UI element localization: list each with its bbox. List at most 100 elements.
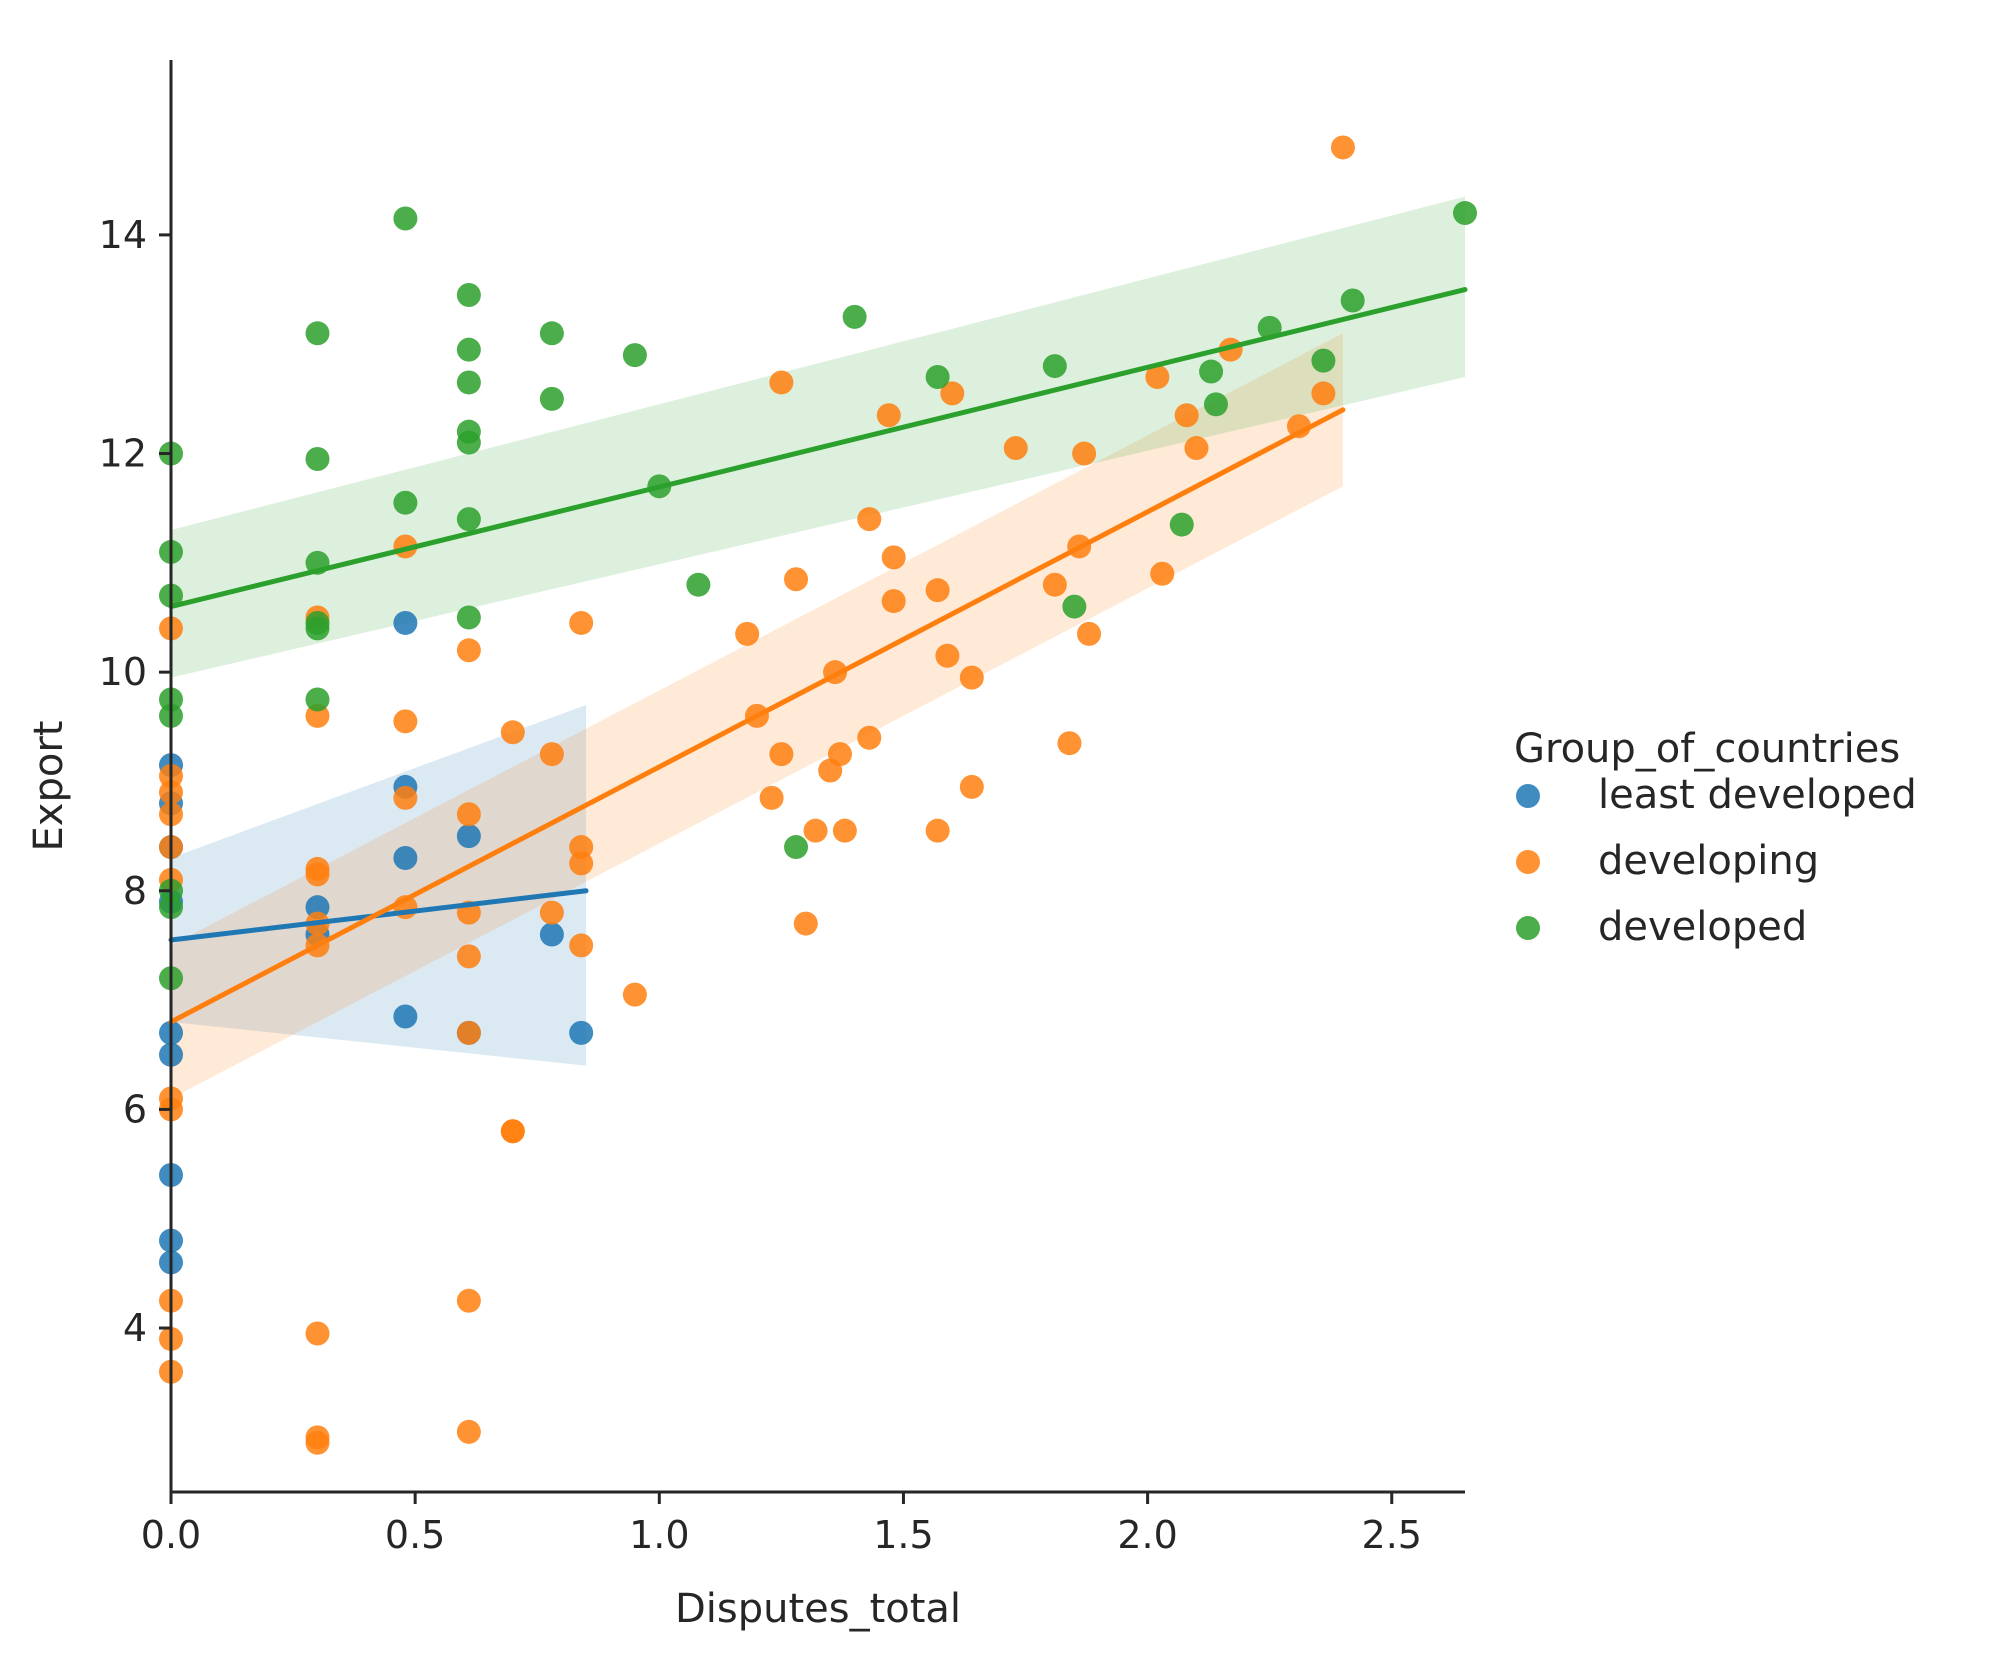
point-developing-17 (305, 1321, 330, 1346)
regression-line-developed (168, 287, 1468, 610)
y-ticks: 4 6 8 10 12 14 (99, 213, 171, 1350)
point-developed-22 (456, 605, 481, 630)
point-developing-69 (1077, 621, 1102, 646)
point-developing-77 (1330, 135, 1355, 160)
point-developed-15 (393, 490, 418, 515)
legend-label-developing: developing (1598, 838, 1819, 884)
point-developed-39 (1453, 201, 1477, 226)
x-tick-label-3: 1.5 (873, 1513, 933, 1557)
point-developed-31 (1042, 354, 1067, 379)
point-developing-72 (1174, 403, 1199, 428)
point-developed-21 (456, 507, 481, 532)
point-developed-37 (1311, 348, 1336, 373)
point-developed-14 (393, 206, 418, 231)
point-developed-20 (456, 430, 481, 455)
point-developing-31 (500, 720, 525, 745)
point-developing-59 (925, 818, 950, 843)
point-developing-57 (881, 589, 906, 614)
point-developing-28 (456, 1020, 481, 1045)
legend-label-developed: developed (1598, 904, 1807, 950)
point-developing-48 (803, 818, 828, 843)
point-developing-34 (539, 742, 564, 767)
x-tick-label-4: 2.0 (1117, 1513, 1177, 1557)
y-tick-label-0: 4 (123, 1306, 147, 1350)
point-developing-73 (1184, 436, 1209, 461)
point-least-developed-15 (456, 824, 481, 849)
point-developing-63 (959, 774, 984, 799)
point-developing-64 (1003, 436, 1028, 461)
point-developing-33 (500, 1119, 525, 1144)
point-least-developed-11 (393, 610, 418, 635)
point-developed-17 (456, 337, 481, 362)
legend-marker-developed (1516, 916, 1540, 940)
point-developing-40 (622, 982, 647, 1007)
point-developed-25 (622, 343, 647, 368)
point-developing-68 (1072, 441, 1097, 466)
point-developing-44 (769, 370, 794, 395)
point-developing-53 (857, 507, 882, 532)
x-ticks: 0.0 0.5 1.0 1.5 2.0 2.5 (141, 1492, 1422, 1557)
point-developed-8 (305, 321, 330, 346)
point-developing-37 (569, 835, 594, 860)
point-least-developed-9 (305, 895, 330, 920)
point-developed-35 (1203, 392, 1228, 417)
point-developed-18 (456, 370, 481, 395)
point-developing-52 (832, 818, 857, 843)
y-tick-label-2: 8 (123, 869, 147, 913)
point-developing-41 (735, 621, 760, 646)
data-points (159, 135, 1477, 1455)
point-developed-13 (305, 687, 330, 712)
legend: Group_of_countries least developed develo… (1514, 726, 1917, 950)
point-developed-24 (539, 386, 564, 411)
point-developing-65 (1042, 572, 1067, 597)
axes: 0.0 0.5 1.0 1.5 2.0 2.5 4 6 8 10 12 14 (99, 60, 1465, 1557)
point-developed-32 (1062, 594, 1087, 619)
point-developing-12 (305, 703, 330, 728)
point-developing-55 (876, 403, 901, 428)
point-developing-60 (935, 643, 960, 668)
x-tick-label-1: 0.5 (385, 1513, 445, 1557)
point-developing-70 (1145, 365, 1170, 390)
point-developing-22 (393, 785, 418, 810)
regression-line-developing (168, 407, 1346, 1025)
point-developed-23 (539, 321, 564, 346)
point-developing-21 (393, 709, 418, 734)
point-developing-30 (456, 1419, 481, 1444)
legend-items: least developed developing developed (1516, 772, 1917, 950)
point-developing-61 (940, 381, 965, 406)
point-developing-14 (305, 862, 330, 887)
legend-title: Group_of_countries (1514, 726, 1900, 772)
point-developing-58 (925, 578, 950, 603)
point-developed-33 (1169, 512, 1194, 537)
point-developing-46 (784, 567, 809, 592)
point-developed-27 (686, 572, 711, 597)
point-developing-47 (793, 911, 818, 936)
point-developing-51 (827, 742, 852, 767)
point-least-developed-14 (393, 1004, 418, 1029)
legend-marker-developing (1516, 850, 1540, 874)
y-axis-label: Export (26, 721, 72, 852)
x-tick-label-2: 1.0 (629, 1513, 689, 1557)
legend-marker-least-developed (1516, 784, 1540, 808)
point-developing-62 (959, 665, 984, 690)
point-developing-66 (1057, 731, 1082, 756)
point-developed-9 (305, 446, 330, 471)
y-tick-label-5: 14 (99, 213, 147, 257)
point-developing-29 (456, 1288, 481, 1313)
point-developing-35 (539, 900, 564, 925)
point-developed-30 (925, 365, 950, 390)
point-developing-43 (759, 785, 784, 810)
point-developing-54 (857, 725, 882, 750)
legend-label-least-developed: least developed (1598, 772, 1917, 818)
point-least-developed-13 (393, 845, 418, 870)
point-developing-38 (569, 851, 594, 876)
ci-band-least-developed (171, 704, 587, 1066)
ci-band-developed (171, 196, 1465, 678)
point-least-developed-18 (569, 1020, 594, 1045)
point-developing-25 (456, 802, 481, 827)
point-developing-56 (881, 545, 906, 570)
point-developing-27 (456, 944, 481, 969)
point-developing-39 (569, 933, 594, 958)
regression-lines (168, 287, 1468, 1025)
